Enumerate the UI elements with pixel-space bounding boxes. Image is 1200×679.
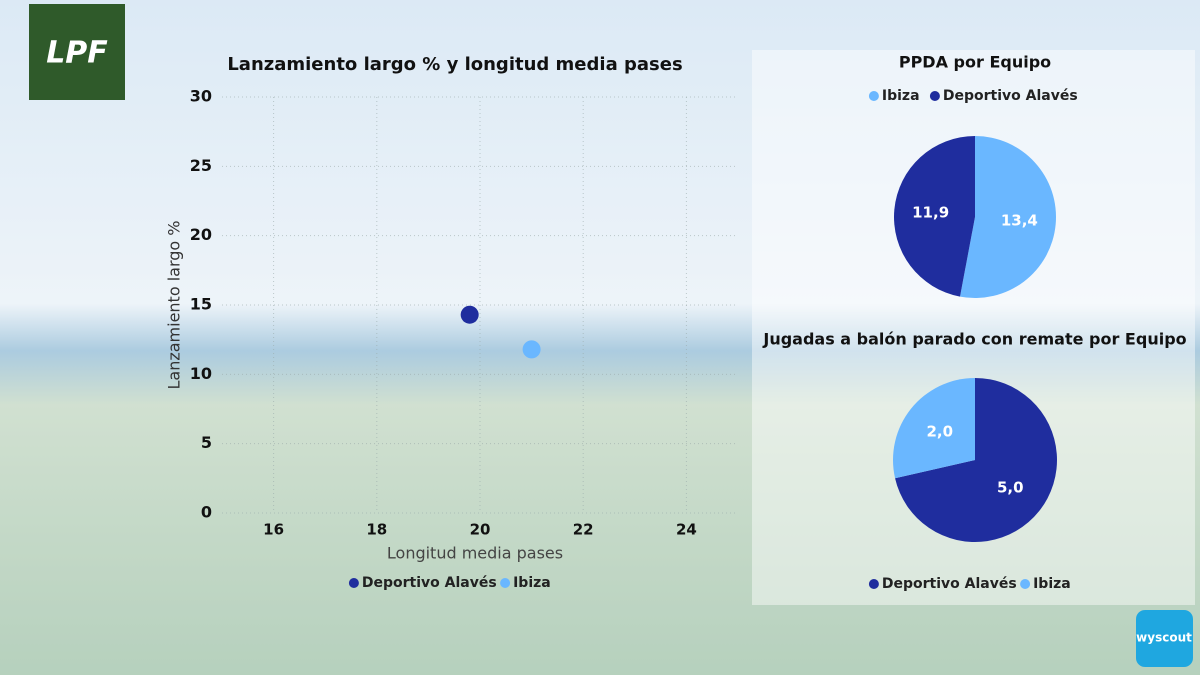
x-axis-label: Longitud media pases [387, 544, 563, 563]
logo-box [29, 4, 125, 100]
chart-title: PPDA por Equipo [899, 53, 1051, 72]
pie-slice [895, 378, 1057, 542]
x-tick-label: 18 [366, 521, 387, 539]
chart-title: Jugadas a balón parado con remate por Eq… [762, 330, 1186, 349]
y-tick-label: 20 [190, 225, 212, 244]
logo-text: LPF [46, 36, 108, 71]
legend-marker [1020, 579, 1031, 589]
pie-slice [893, 136, 975, 297]
scatter-point [522, 340, 541, 359]
x-tick-label: 24 [676, 521, 697, 539]
scatter-point [460, 305, 479, 324]
x-tick-label: 22 [573, 521, 594, 539]
y-tick-label: 30 [190, 87, 212, 106]
x-tick-label: 20 [470, 521, 491, 539]
slice-label: 11,9 [912, 203, 949, 221]
chart-title: Lanzamiento largo % y longitud media pas… [227, 54, 682, 75]
legend-marker [929, 91, 940, 101]
legend-label: Deportivo Alavés [362, 575, 497, 591]
brand-text: wyscout [1136, 631, 1192, 645]
y-tick-label: 0 [201, 503, 212, 522]
brand-box [1136, 610, 1193, 667]
legend-label: Deportivo Alavés [943, 88, 1078, 104]
x-tick-label: 16 [263, 521, 284, 539]
legend-marker [348, 578, 359, 588]
slice-label: 13,4 [1001, 212, 1038, 230]
pie-slice [893, 378, 975, 479]
legend-marker [868, 91, 879, 101]
slice-label: 5,0 [997, 479, 1024, 497]
y-axis-label: Lanzamiento largo % [165, 220, 184, 389]
legend-label: Ibiza [1033, 576, 1071, 592]
y-tick-label: 15 [190, 295, 212, 314]
y-tick-label: 25 [190, 156, 212, 175]
legend-label: Ibiza [513, 575, 551, 591]
y-tick-label: 10 [190, 364, 212, 383]
y-tick-label: 5 [201, 433, 212, 452]
legend-marker [500, 578, 511, 588]
legend-label: Deportivo Alavés [882, 576, 1017, 592]
legend-label: Ibiza [882, 88, 920, 104]
slice-label: 2,0 [926, 422, 953, 440]
pie-slice [960, 136, 1056, 298]
legend-marker [868, 579, 879, 589]
